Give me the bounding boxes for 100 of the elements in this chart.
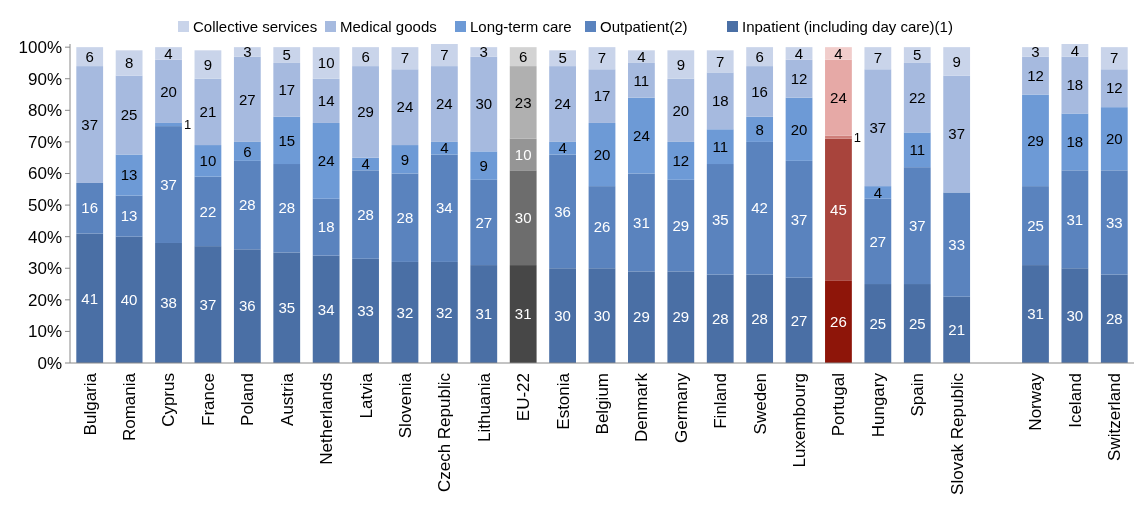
bar xyxy=(943,296,971,363)
bar xyxy=(1061,268,1089,363)
bar xyxy=(194,176,222,247)
data-label: 29 xyxy=(672,308,690,326)
bar xyxy=(628,173,655,272)
data-label: 24 xyxy=(633,126,650,144)
data-label: 4 xyxy=(164,44,173,62)
bar xyxy=(706,72,734,130)
bar xyxy=(470,151,498,180)
bar xyxy=(352,66,379,158)
y-tick-label: 60% xyxy=(27,164,62,184)
bar xyxy=(549,154,576,269)
data-label: 13 xyxy=(120,166,138,184)
bar xyxy=(825,47,852,60)
data-label: 18 xyxy=(317,218,335,236)
data-label: 5 xyxy=(913,46,922,64)
bar xyxy=(155,47,182,60)
y-tick-label: 90% xyxy=(27,69,62,89)
data-label: 6 xyxy=(519,47,528,65)
data-label: 1 xyxy=(183,117,192,133)
data-label: 4 xyxy=(637,47,646,65)
bar xyxy=(1061,170,1089,269)
bar xyxy=(430,44,458,67)
bar xyxy=(628,271,655,363)
data-label: 28 xyxy=(278,199,296,217)
y-tick-label: 20% xyxy=(27,290,62,310)
x-tick-label: Czech Republic xyxy=(435,372,455,493)
y-tick-label: 0% xyxy=(37,353,62,373)
data-label: 31 xyxy=(475,305,493,323)
bar xyxy=(155,126,182,243)
data-label: 21 xyxy=(948,321,966,339)
x-tick-label: Iceland xyxy=(1065,373,1085,428)
bar xyxy=(628,62,655,98)
data-label: 36 xyxy=(554,202,571,220)
data-label: 9 xyxy=(479,156,488,174)
bar xyxy=(430,154,458,262)
data-label: 6 xyxy=(361,47,370,65)
data-label: 22 xyxy=(199,202,217,220)
bar xyxy=(549,50,576,67)
bar xyxy=(115,195,143,237)
bar xyxy=(667,141,695,180)
data-label: 20 xyxy=(160,82,177,100)
data-label: 41 xyxy=(81,289,99,307)
bar xyxy=(785,160,813,278)
data-label: 9 xyxy=(676,55,685,73)
y-tick-label: 10% xyxy=(27,322,62,342)
bar xyxy=(470,265,498,363)
data-label: 29 xyxy=(357,103,374,121)
data-label: 4 xyxy=(440,139,449,157)
data-label: 4 xyxy=(794,44,804,62)
bar xyxy=(667,179,695,272)
bar xyxy=(667,271,695,363)
data-label: 14 xyxy=(317,92,335,110)
data-label: 6 xyxy=(85,47,94,65)
data-label: 16 xyxy=(751,82,768,100)
data-label: 27 xyxy=(869,232,887,250)
data-label: 42 xyxy=(751,199,768,217)
data-label: 29 xyxy=(633,308,650,326)
data-label: 22 xyxy=(908,88,926,106)
bar xyxy=(509,47,537,67)
data-label: 17 xyxy=(593,87,611,105)
bar xyxy=(233,56,261,142)
bar xyxy=(903,167,931,285)
data-label: 11 xyxy=(909,141,926,159)
data-label: 16 xyxy=(81,199,99,217)
data-label: 24 xyxy=(317,152,335,170)
data-label: 40 xyxy=(120,291,138,309)
bar xyxy=(1100,47,1128,70)
x-tick-label: Luxembourg xyxy=(789,373,809,468)
data-label: 30 xyxy=(1066,306,1084,324)
data-label: 6 xyxy=(755,47,764,65)
data-label: 32 xyxy=(436,303,453,321)
data-label: 37 xyxy=(908,216,926,234)
data-label: 3 xyxy=(243,43,252,61)
data-label: 26 xyxy=(830,313,847,331)
data-label: 5 xyxy=(558,49,567,67)
bar xyxy=(312,198,340,256)
data-label: 28 xyxy=(357,205,374,223)
x-tick-label: Germany xyxy=(671,372,691,443)
data-label: 37 xyxy=(790,210,808,228)
data-label: 10 xyxy=(317,54,335,72)
bar xyxy=(588,268,616,363)
bar xyxy=(1100,170,1128,275)
data-label: 12 xyxy=(672,152,690,170)
bar xyxy=(470,56,498,152)
data-label: 30 xyxy=(475,95,493,113)
data-label: 28 xyxy=(751,310,768,328)
y-tick-label: 40% xyxy=(27,227,62,247)
bar xyxy=(115,236,143,363)
bar xyxy=(549,268,576,363)
bar xyxy=(588,186,616,269)
bar xyxy=(509,66,537,139)
bar xyxy=(194,50,222,79)
data-label: 24 xyxy=(830,88,847,106)
data-label: 27 xyxy=(238,90,256,108)
x-tick-label: Austria xyxy=(277,372,297,426)
data-label: 7 xyxy=(1110,49,1119,67)
data-label: 24 xyxy=(396,98,414,116)
data-label: 25 xyxy=(869,314,887,332)
data-label: 35 xyxy=(711,210,729,228)
